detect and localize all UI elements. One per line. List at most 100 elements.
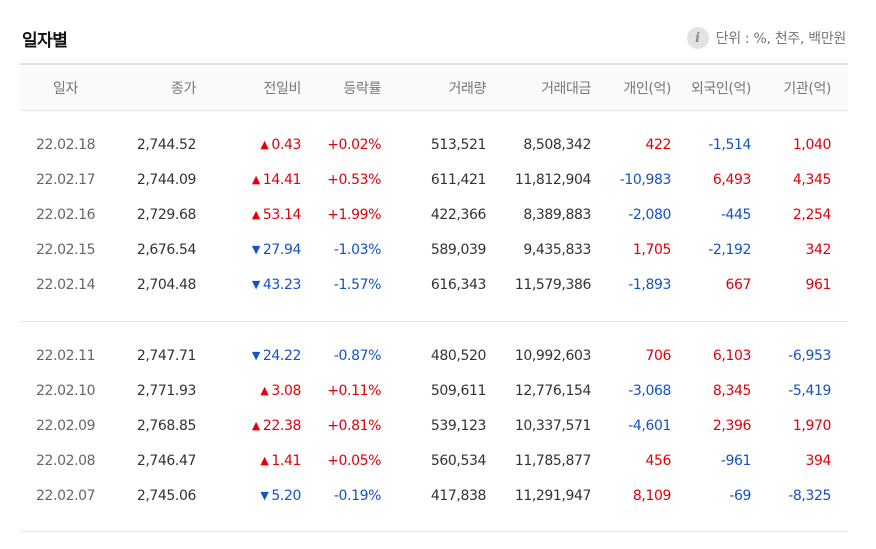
cell-individual: -10,983	[619, 171, 672, 188]
cell-volume: 480,520	[430, 347, 486, 364]
table-header-divider	[20, 110, 848, 111]
cell-date: 22.02.17	[36, 171, 96, 188]
col-header-rate: 등락률	[343, 80, 382, 97]
cell-individual: 1,705	[632, 241, 671, 258]
cell-volume: 611,421	[430, 171, 486, 188]
cell-foreign: -69	[729, 487, 751, 504]
col-header-individual: 개인(억)	[623, 80, 671, 97]
cell-change: ▲ 53.14	[251, 206, 302, 223]
change-value: 27.94	[262, 241, 301, 258]
cell-change: ▲ 0.43	[260, 137, 301, 153]
col-header-close: 종가	[171, 80, 196, 97]
cell-rate: +1.99%	[327, 206, 381, 223]
cell-individual: -1,893	[628, 276, 671, 293]
group-divider	[20, 321, 848, 322]
table-top-border	[20, 63, 848, 65]
cell-close: 2,746.47	[136, 452, 197, 469]
cell-amount: 12,776,154	[514, 382, 592, 399]
triangle-down-icon: ▼	[251, 348, 260, 362]
change-value: 1.41	[271, 452, 301, 469]
table-row: 22.02.11 2,747.71 ▼ 24.22 -0.87% 480,520 10,99…	[20, 338, 848, 373]
table-row: 22.02.08 2,746.47 ▲ 1.41 +0.05% 560,534 11,785…	[20, 443, 848, 478]
cell-close: 2,745.06	[136, 487, 197, 504]
cell-date: 22.02.16	[36, 206, 96, 223]
group-divider	[20, 531, 848, 532]
col-header-volume: 거래량	[448, 80, 487, 97]
cell-institution: -8,325	[788, 487, 831, 504]
cell-rate: +0.53%	[327, 171, 381, 188]
table-header-row: 일자 종가 전일비 등락률 거래량 거래대금 개인(억) 외국인(억) 기관(억…	[20, 70, 848, 105]
cell-close: 2,676.54	[136, 241, 197, 258]
cell-foreign: -2,192	[708, 241, 751, 258]
table-row: 22.02.14 2,704.48 ▼ 43.23 -1.57% 616,343 11,57…	[20, 267, 848, 302]
unit-label: 단위 : %, 천주, 백만원	[715, 31, 847, 47]
cell-volume: 422,366	[430, 206, 486, 223]
cell-foreign: -1,514	[708, 136, 751, 153]
cell-volume: 513,521	[430, 136, 486, 153]
triangle-down-icon: ▼	[251, 242, 260, 256]
col-header-change: 전일비	[263, 80, 302, 97]
cell-rate: -1.03%	[333, 241, 382, 258]
page-title: 일자별	[22, 31, 68, 51]
cell-change: ▲ 1.41	[260, 453, 301, 469]
triangle-up-icon: ▲	[260, 453, 269, 467]
cell-individual: -4,601	[628, 417, 671, 434]
cell-volume: 539,123	[430, 417, 486, 434]
cell-amount: 11,291,947	[514, 487, 592, 504]
triangle-up-icon: ▲	[251, 172, 260, 186]
cell-amount: 8,508,342	[523, 136, 591, 153]
unit-info: i 단위 : %, 천주, 백만원	[686, 27, 847, 49]
change-value: 53.14	[262, 206, 301, 223]
cell-date: 22.02.10	[36, 382, 96, 399]
cell-close: 2,771.93	[136, 382, 197, 399]
cell-rate: -1.57%	[333, 276, 382, 293]
triangle-up-icon: ▲	[260, 137, 269, 151]
triangle-up-icon: ▲	[251, 418, 260, 432]
col-header-amount: 거래대금	[541, 80, 591, 97]
cell-close: 2,744.09	[136, 171, 197, 188]
cell-rate: +0.11%	[327, 382, 381, 399]
cell-foreign: 6,103	[712, 347, 751, 364]
cell-institution: 4,345	[792, 171, 831, 188]
triangle-down-icon: ▼	[251, 277, 260, 291]
cell-close: 2,768.85	[136, 417, 197, 434]
cell-institution: 2,254	[792, 206, 831, 223]
col-header-date: 일자	[53, 80, 78, 97]
cell-date: 22.02.09	[36, 417, 96, 434]
info-icon[interactable]: i	[686, 27, 709, 49]
cell-volume: 616,343	[430, 276, 486, 293]
change-value: 0.43	[271, 136, 301, 153]
change-value: 24.22	[262, 347, 301, 364]
cell-change: ▲ 3.08	[260, 383, 301, 399]
table-header-background	[20, 65, 848, 110]
triangle-up-icon: ▲	[251, 207, 260, 221]
cell-amount: 11,812,904	[514, 171, 592, 188]
table-row: 22.02.18 2,744.52 ▲ 0.43 +0.02% 513,521 8,508,…	[20, 127, 848, 162]
cell-rate: -0.87%	[333, 347, 382, 364]
table-row: 22.02.16 2,729.68 ▲ 53.14 +1.99% 422,366 8,389…	[20, 197, 848, 232]
change-value: 43.23	[262, 276, 301, 293]
cell-rate: +0.02%	[327, 136, 381, 153]
cell-institution: 961	[805, 276, 831, 293]
cell-change: ▼ 24.22	[251, 347, 302, 364]
cell-foreign: 6,493	[712, 171, 751, 188]
cell-change: ▼ 27.94	[251, 241, 302, 258]
change-value: 14.41	[262, 171, 301, 188]
cell-volume: 509,611	[430, 382, 486, 399]
cell-amount: 10,337,571	[514, 417, 592, 434]
cell-individual: -2,080	[628, 206, 671, 223]
cell-date: 22.02.14	[36, 276, 96, 293]
table-row: 22.02.15 2,676.54 ▼ 27.94 -1.03% 589,039 9,435…	[20, 232, 848, 267]
cell-individual: -3,068	[628, 382, 671, 399]
cell-date: 22.02.08	[36, 452, 96, 469]
cell-close: 2,729.68	[136, 206, 197, 223]
cell-volume: 560,534	[430, 452, 486, 469]
cell-institution: 394	[805, 452, 831, 469]
cell-institution: 342	[805, 241, 831, 258]
cell-institution: 1,040	[792, 136, 831, 153]
triangle-down-icon: ▼	[260, 488, 269, 502]
cell-foreign: 667	[725, 276, 751, 293]
cell-date: 22.02.18	[36, 136, 96, 153]
table-row: 22.02.07 2,745.06 ▼ 5.20 -0.19% 417,838 11,291…	[20, 478, 848, 513]
change-value: 22.38	[262, 417, 301, 434]
